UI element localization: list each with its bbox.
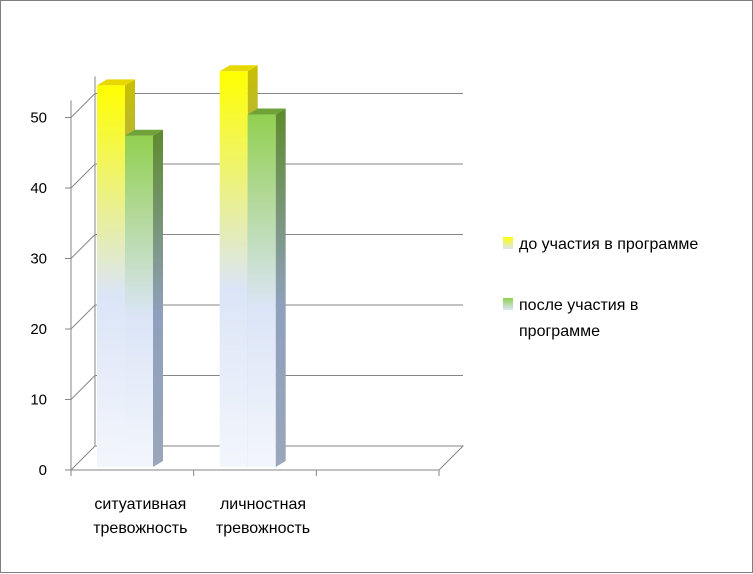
bar-top xyxy=(247,108,286,115)
y-tick-label: 50 xyxy=(30,110,47,127)
bar xyxy=(125,135,153,467)
legend-swatch xyxy=(503,237,513,249)
axes xyxy=(65,76,465,476)
legend-label: после участия в xyxy=(519,297,638,314)
x-category-label: личностная xyxy=(220,496,306,513)
legend-swatch xyxy=(503,298,513,310)
legend-label: программе xyxy=(519,323,600,340)
gridline-side xyxy=(70,304,96,330)
y-tick-label: 0 xyxy=(39,462,47,479)
legend: до участия в программе после участия в про… xyxy=(503,236,698,340)
bars xyxy=(97,65,286,468)
y-axis-tick-labels: 0 10 20 30 40 50 xyxy=(30,110,47,480)
y-tick-label: 20 xyxy=(30,321,47,338)
x-category-label: ситуативная xyxy=(94,496,186,513)
gridline-side xyxy=(70,93,96,118)
y-tick-label: 10 xyxy=(30,392,47,409)
bar xyxy=(219,71,248,468)
x-category-label: тревожность xyxy=(93,520,187,537)
bar-top xyxy=(97,79,135,86)
gridline-side xyxy=(70,375,96,400)
y-tick-label: 30 xyxy=(30,251,47,268)
bar xyxy=(97,85,125,468)
bar-side xyxy=(275,108,286,468)
x-axis-category-labels: ситуативная тревожность личностная тревожно… xyxy=(93,496,310,537)
bar-side xyxy=(153,129,163,467)
gridline-side xyxy=(70,234,96,259)
legend-label: до участия в программе xyxy=(519,236,698,253)
gridline-side xyxy=(70,163,96,189)
bar xyxy=(247,114,276,468)
bar-top xyxy=(125,129,163,136)
y-tick-label: 40 xyxy=(30,180,47,197)
x-category-label: тревожность xyxy=(216,520,310,537)
bar-top xyxy=(219,65,258,72)
